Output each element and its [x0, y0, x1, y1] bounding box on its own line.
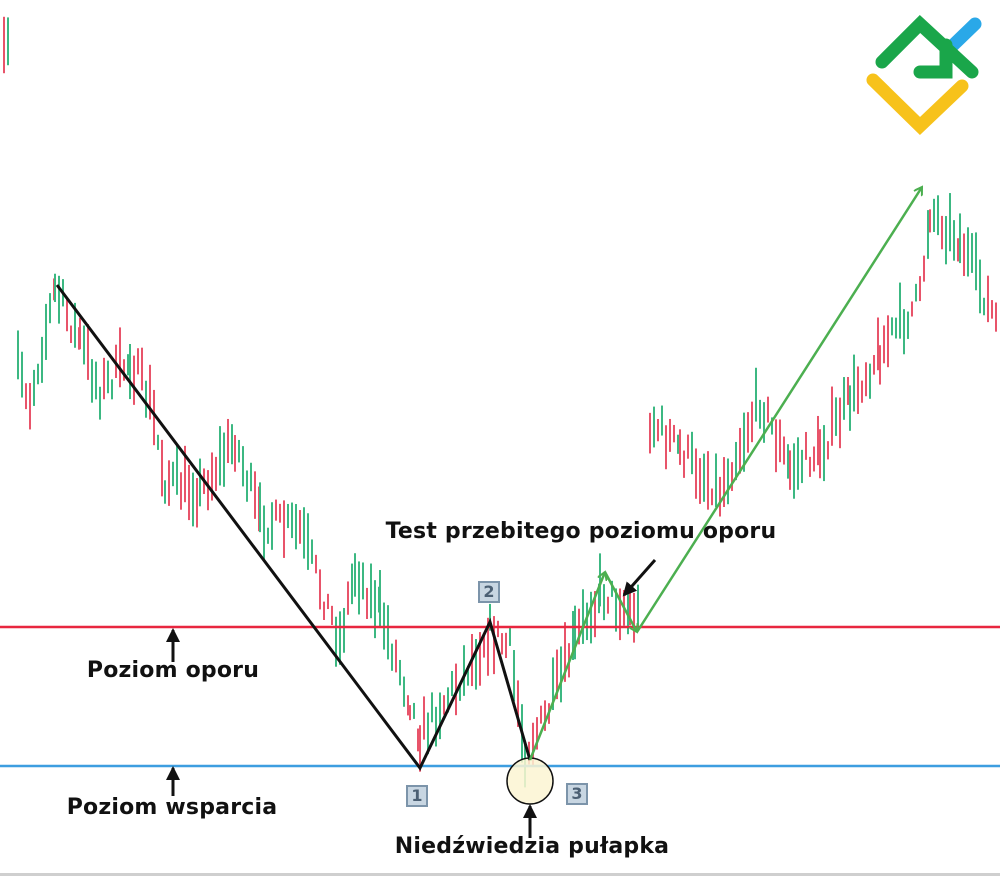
bottom-divider	[0, 873, 1000, 876]
resistance-label: Poziom oporu	[86, 658, 260, 683]
trap-label: Niedźwiedzia pułapka	[394, 834, 670, 859]
trap-circle	[506, 757, 554, 805]
marker-3: 3	[566, 783, 588, 805]
marker-1: 1	[406, 785, 428, 807]
support-label: Poziom wsparcia	[66, 795, 278, 820]
retest-label: Test przebitego poziomu oporu	[385, 519, 777, 544]
breakout-arrow-3	[635, 187, 924, 633]
breakout-arrow-2	[603, 571, 637, 632]
breakout-arrow-1	[528, 572, 605, 761]
marker-2: 2	[478, 581, 500, 603]
pattern-line	[55, 284, 532, 771]
retest-pointer-arrow	[622, 559, 657, 597]
